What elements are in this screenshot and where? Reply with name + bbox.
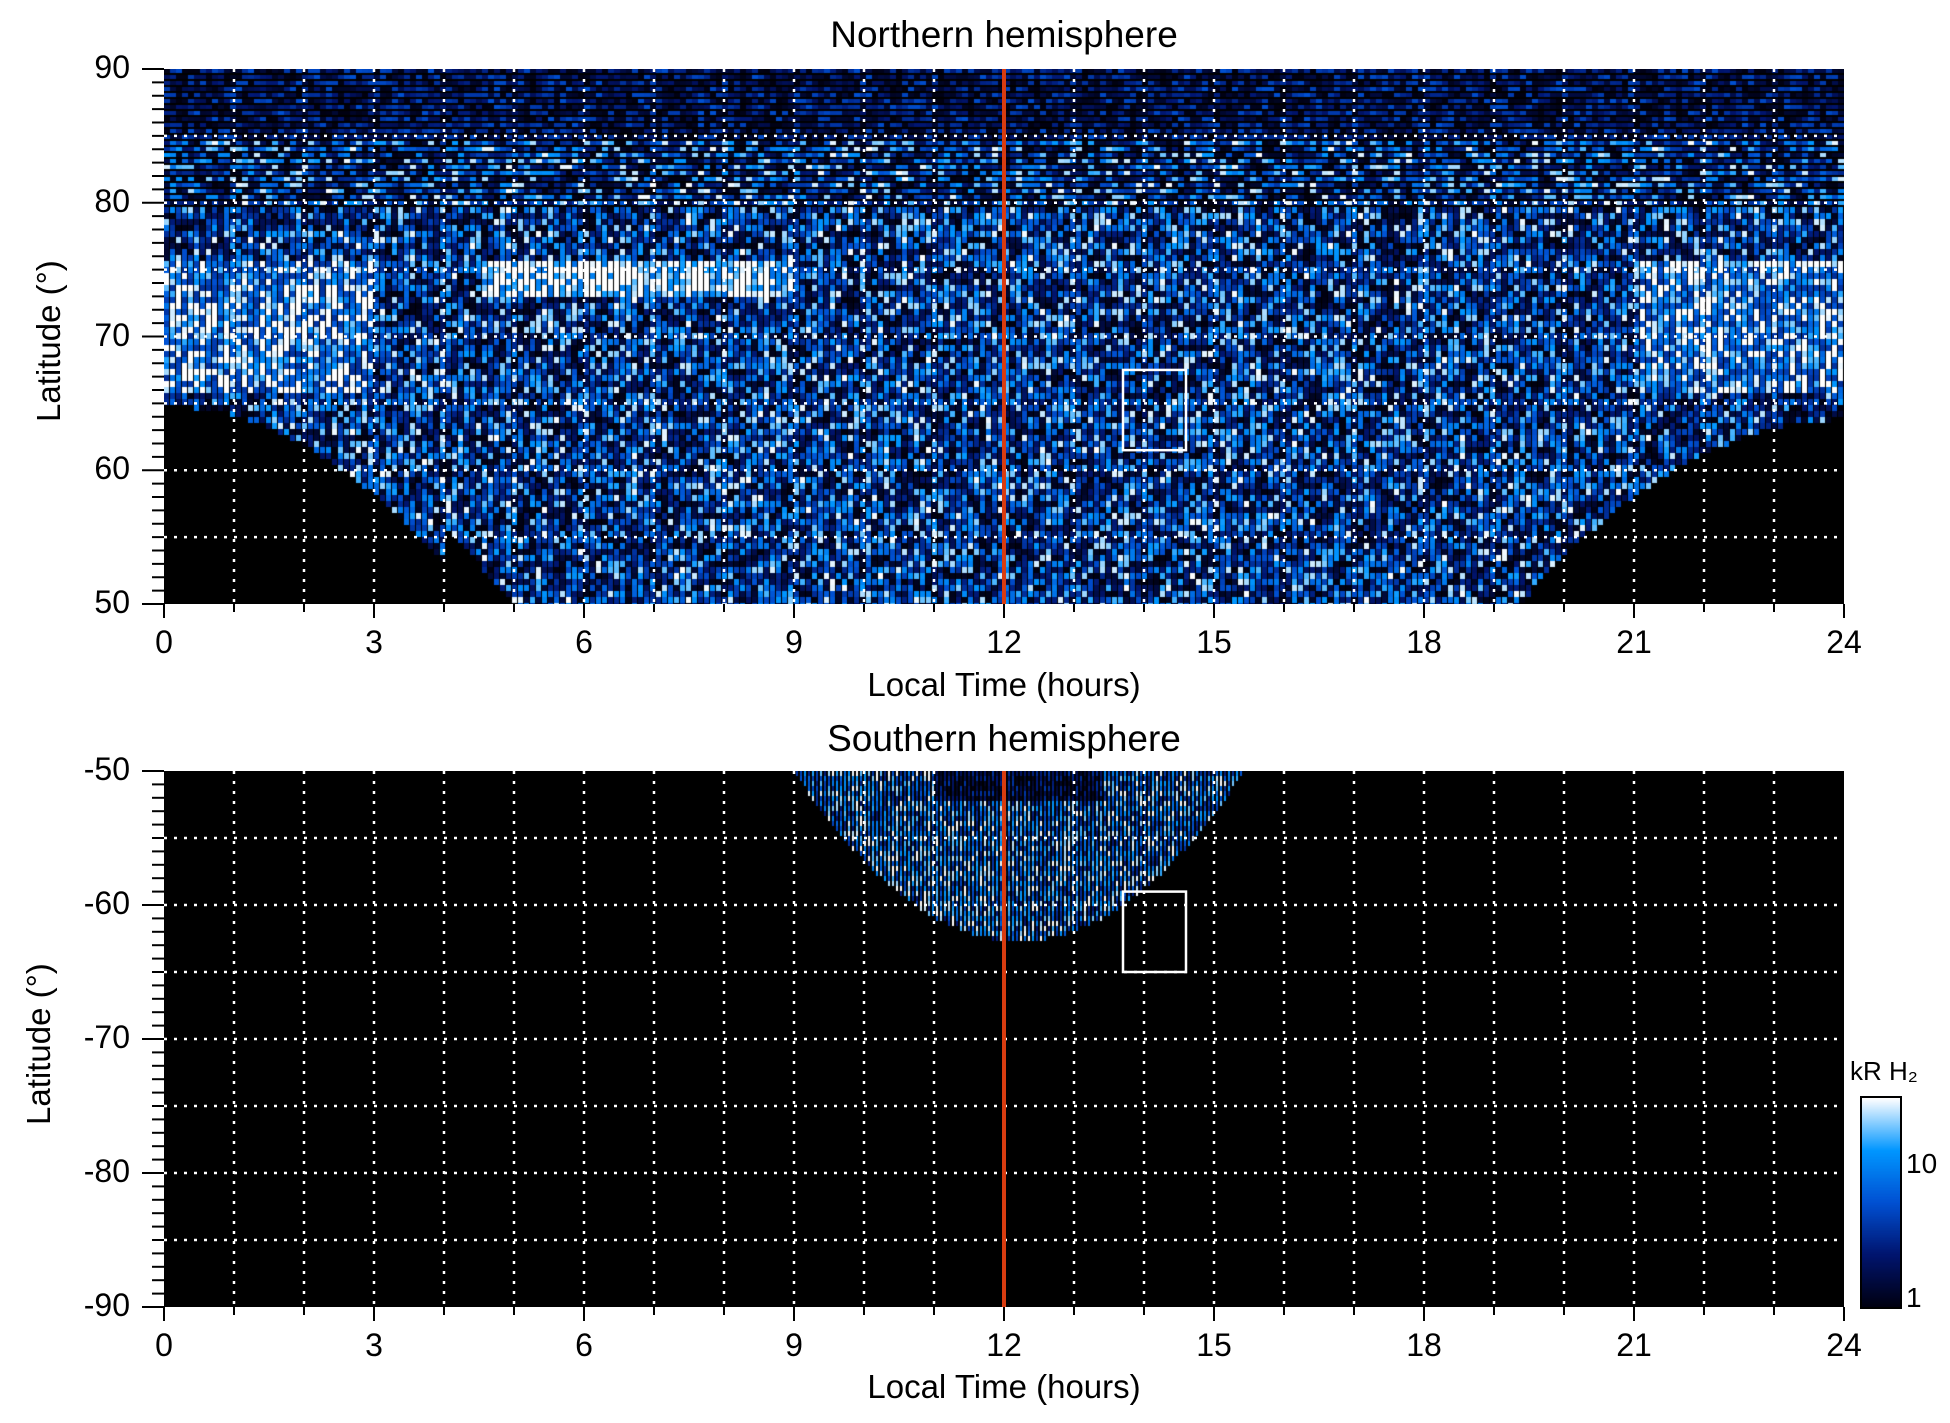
x-tick-label: 9 xyxy=(785,1327,803,1363)
x-tick-label: 21 xyxy=(1616,624,1652,660)
y-tick-label: -50 xyxy=(83,751,130,787)
x-tick-label: 9 xyxy=(785,624,803,660)
x-tick-label: 12 xyxy=(986,624,1022,660)
highlight-box xyxy=(1121,890,1188,974)
y-tick-label: -60 xyxy=(83,885,130,921)
x-tick-label: 0 xyxy=(155,1327,173,1363)
x-tick-label: 18 xyxy=(1406,624,1442,660)
x-tick-label: 24 xyxy=(1826,624,1862,660)
colorbar-tick: 10 xyxy=(1906,1148,1938,1179)
colorbar xyxy=(1860,1096,1902,1309)
x-tick-label: 24 xyxy=(1826,1327,1862,1363)
y-tick-label: 50 xyxy=(94,584,130,620)
y-tick-label: 90 xyxy=(94,49,130,85)
south-xlabel: Local Time (hours) xyxy=(867,1368,1141,1405)
y-tick-label: 80 xyxy=(94,182,130,219)
x-tick-label: 6 xyxy=(575,1327,593,1363)
y-tick-label: -90 xyxy=(83,1287,130,1323)
x-tick-label: 18 xyxy=(1406,1327,1442,1363)
colorbar-tick: 1 xyxy=(1906,1282,1922,1313)
y-tick-label: -80 xyxy=(83,1153,130,1189)
x-tick-label: 0 xyxy=(155,624,173,660)
x-tick-label: 15 xyxy=(1196,624,1232,660)
north-title: Northern hemisphere xyxy=(830,14,1178,55)
x-tick-label: 3 xyxy=(365,624,383,660)
y-tick-label: 70 xyxy=(94,316,130,353)
colorbar-label: kR H₂ xyxy=(1850,1056,1918,1086)
north-xlabel: Local Time (hours) xyxy=(867,666,1141,703)
y-tick-label: -70 xyxy=(83,1019,130,1055)
x-tick-label: 15 xyxy=(1196,1327,1232,1363)
x-tick-label: 12 xyxy=(986,1327,1022,1363)
highlight-box xyxy=(1121,368,1188,452)
x-tick-label: 21 xyxy=(1616,1327,1652,1363)
y-tick-label: 60 xyxy=(94,450,130,487)
x-tick-label: 6 xyxy=(575,624,593,660)
south-title: Southern hemisphere xyxy=(827,718,1181,759)
x-tick-label: 3 xyxy=(365,1327,383,1363)
